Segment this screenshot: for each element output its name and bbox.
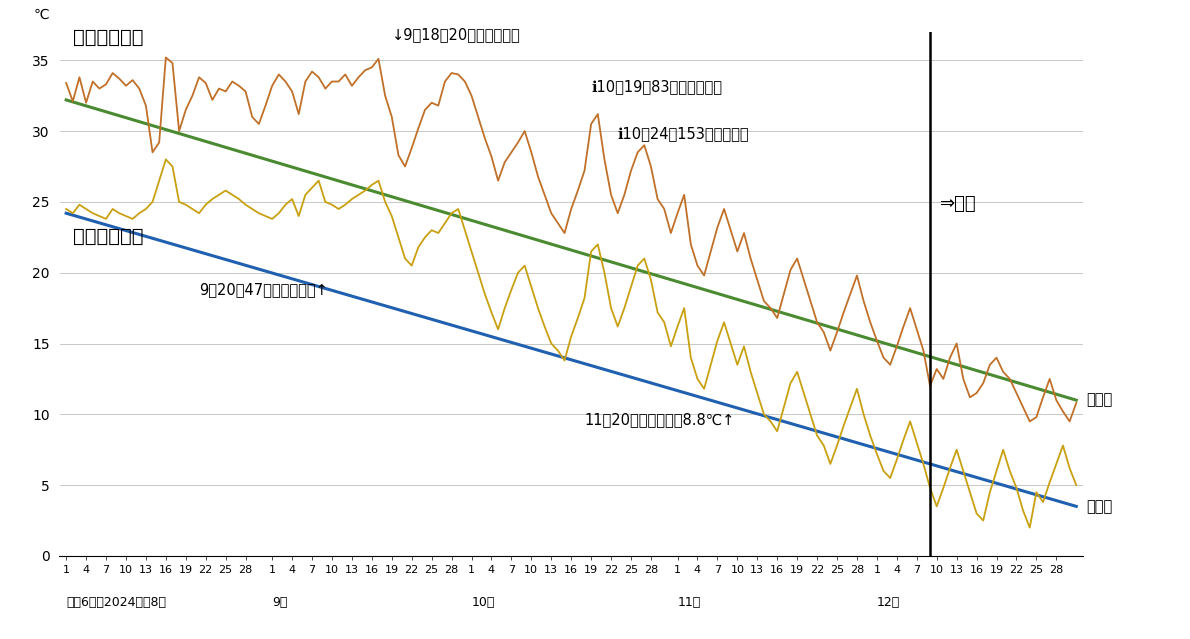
Text: 令和6年（2024年）8月: 令和6年（2024年）8月: [67, 596, 167, 608]
Text: ↓9月18日20回目の猎暑日: ↓9月18日20回目の猎暑日: [392, 27, 520, 42]
Text: ℹ10月19日83回目の真夏日: ℹ10月19日83回目の真夏日: [591, 79, 722, 95]
Text: 10月: 10月: [471, 596, 495, 608]
Text: 【最高気温】: 【最高気温】: [73, 28, 143, 47]
Text: 12月: 12月: [877, 596, 900, 608]
Text: 11月20日の最高気温8.8℃↑: 11月20日の最高気温8.8℃↑: [584, 412, 735, 427]
Text: 平年値: 平年値: [1086, 499, 1113, 514]
Text: 11月: 11月: [677, 596, 701, 608]
Text: 9月: 9月: [273, 596, 288, 608]
Text: ℹ10月24日153回目の夏日: ℹ10月24日153回目の夏日: [618, 126, 750, 141]
Text: 【最低気温】: 【最低気温】: [73, 227, 143, 245]
Text: 9月20日47回目の熱帯夜↑: 9月20日47回目の熱帯夜↑: [199, 282, 328, 297]
Text: 平年値: 平年値: [1086, 392, 1113, 408]
Text: ℃: ℃: [33, 8, 49, 22]
Text: ⇒予報: ⇒予報: [940, 195, 977, 213]
